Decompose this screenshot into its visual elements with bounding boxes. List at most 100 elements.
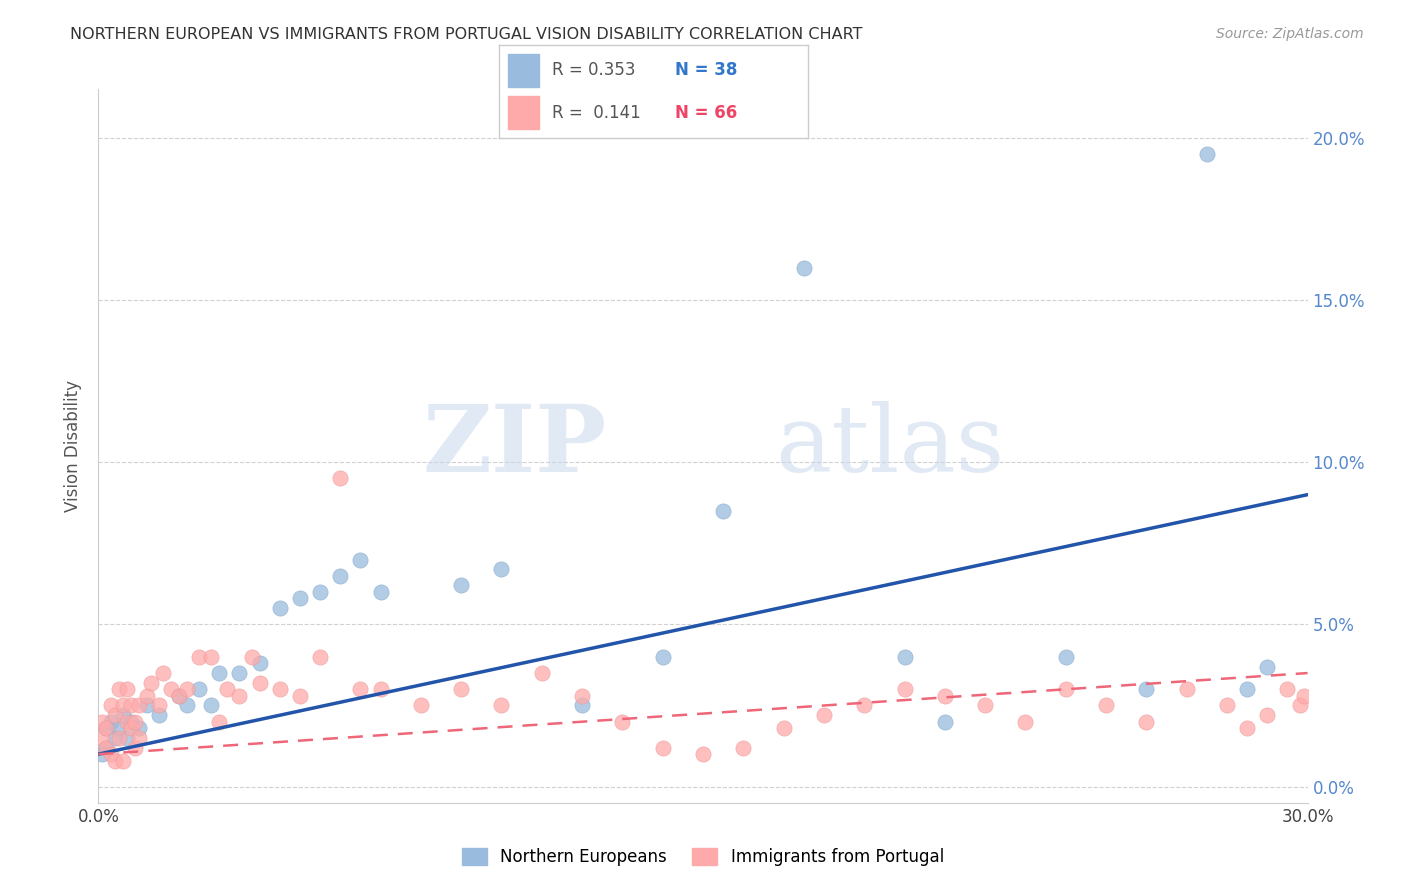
Point bbox=[571, 689, 593, 703]
Point bbox=[200, 649, 222, 664]
Text: NORTHERN EUROPEAN VS IMMIGRANTS FROM PORTUGAL VISION DISABILITY CORRELATION CHAR: NORTHERN EUROPEAN VS IMMIGRANTS FROM POR… bbox=[70, 27, 863, 42]
Point bbox=[711, 504, 734, 518]
Point bbox=[1175, 682, 1198, 697]
Point bbox=[103, 754, 125, 768]
Point bbox=[288, 591, 311, 606]
Point bbox=[1292, 689, 1315, 703]
Point bbox=[188, 649, 211, 664]
Point bbox=[309, 585, 332, 599]
Point bbox=[1277, 682, 1299, 697]
Point bbox=[269, 601, 291, 615]
Point bbox=[249, 657, 271, 671]
Point bbox=[329, 471, 352, 485]
Point bbox=[124, 740, 146, 755]
Point bbox=[208, 714, 231, 729]
Point bbox=[128, 731, 150, 745]
Point bbox=[893, 682, 915, 697]
Point bbox=[107, 721, 129, 735]
Point bbox=[409, 698, 432, 713]
Point bbox=[491, 562, 513, 576]
Point bbox=[450, 682, 472, 697]
FancyBboxPatch shape bbox=[509, 96, 540, 129]
Point bbox=[1054, 649, 1077, 664]
Text: Source: ZipAtlas.com: Source: ZipAtlas.com bbox=[1216, 27, 1364, 41]
Point bbox=[103, 731, 125, 745]
Point bbox=[793, 260, 815, 275]
Point bbox=[120, 721, 142, 735]
Point bbox=[1135, 714, 1157, 729]
Point bbox=[288, 689, 311, 703]
Point bbox=[100, 747, 122, 761]
Point bbox=[228, 666, 250, 681]
Point bbox=[115, 731, 138, 745]
Point bbox=[893, 649, 915, 664]
Y-axis label: Vision Disability: Vision Disability bbox=[65, 380, 83, 512]
Point bbox=[651, 649, 673, 664]
Point bbox=[370, 585, 392, 599]
Point bbox=[208, 666, 231, 681]
Point bbox=[111, 754, 134, 768]
Point bbox=[1256, 708, 1278, 723]
Point bbox=[160, 682, 183, 697]
Point bbox=[124, 714, 146, 729]
Point bbox=[571, 698, 593, 713]
Point bbox=[115, 682, 138, 697]
Point bbox=[167, 689, 190, 703]
Point bbox=[188, 682, 211, 697]
Point bbox=[115, 714, 138, 729]
Point bbox=[1135, 682, 1157, 697]
Point bbox=[1256, 659, 1278, 673]
Point bbox=[651, 740, 673, 755]
Point bbox=[1236, 721, 1258, 735]
Text: R = 0.353: R = 0.353 bbox=[551, 62, 636, 79]
Point bbox=[96, 740, 118, 755]
Point bbox=[491, 698, 513, 713]
Point bbox=[228, 689, 250, 703]
Point bbox=[612, 714, 634, 729]
Legend: Northern Europeans, Immigrants from Portugal: Northern Europeans, Immigrants from Port… bbox=[456, 841, 950, 873]
Point bbox=[934, 689, 956, 703]
Point bbox=[135, 689, 157, 703]
Point bbox=[96, 740, 118, 755]
Point bbox=[249, 675, 271, 690]
Point bbox=[135, 698, 157, 713]
Point bbox=[96, 721, 118, 735]
Point bbox=[96, 721, 118, 735]
Point bbox=[200, 698, 222, 713]
Point bbox=[450, 578, 472, 592]
Point bbox=[1195, 147, 1218, 161]
Point bbox=[370, 682, 392, 697]
Point bbox=[1236, 682, 1258, 697]
Point bbox=[103, 708, 125, 723]
Point bbox=[111, 698, 134, 713]
Point bbox=[100, 714, 122, 729]
Point bbox=[1095, 698, 1118, 713]
Point bbox=[120, 698, 142, 713]
Point bbox=[107, 731, 129, 745]
Point bbox=[329, 568, 352, 582]
Point bbox=[772, 721, 794, 735]
Point bbox=[1216, 698, 1239, 713]
Text: ZIP: ZIP bbox=[422, 401, 606, 491]
Point bbox=[128, 721, 150, 735]
Point bbox=[1014, 714, 1036, 729]
Point bbox=[111, 708, 134, 723]
Point bbox=[349, 682, 371, 697]
Point bbox=[139, 675, 162, 690]
Point bbox=[853, 698, 876, 713]
Point bbox=[349, 552, 371, 566]
Point bbox=[120, 714, 142, 729]
Point bbox=[152, 666, 174, 681]
Text: atlas: atlas bbox=[776, 401, 1005, 491]
Point bbox=[128, 698, 150, 713]
Point bbox=[240, 649, 263, 664]
Point bbox=[813, 708, 835, 723]
Point bbox=[91, 714, 114, 729]
Point bbox=[1054, 682, 1077, 697]
Text: N = 66: N = 66 bbox=[675, 103, 738, 121]
Point bbox=[974, 698, 997, 713]
Point bbox=[692, 747, 714, 761]
Point bbox=[148, 698, 170, 713]
Text: R =  0.141: R = 0.141 bbox=[551, 103, 641, 121]
Point bbox=[1288, 698, 1310, 713]
